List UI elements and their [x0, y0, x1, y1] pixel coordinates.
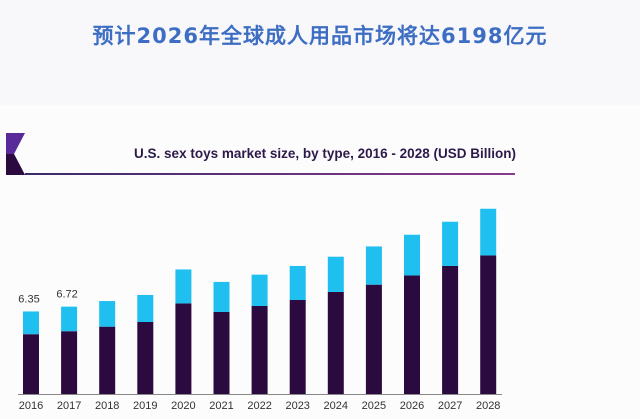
bar-2025-series-1 — [365, 246, 382, 285]
bar-2022-series-0 — [251, 305, 268, 394]
bar-2022-series-1 — [251, 274, 268, 306]
title-accent-shape-dark — [6, 154, 25, 175]
data-label: 6.72 — [56, 289, 77, 301]
bar-2019-series-1 — [137, 294, 154, 322]
bar-2021-series-0 — [213, 311, 230, 394]
bar-2025-series-0 — [365, 284, 382, 394]
x-tick-label: 2020 — [171, 400, 195, 412]
bar-2018-series-0 — [99, 326, 116, 394]
bar-2028-series-0 — [480, 255, 497, 394]
bar-2024-series-1 — [327, 256, 344, 292]
bar-2017-series-0 — [61, 331, 78, 394]
bar-2018-series-1 — [99, 301, 116, 327]
title-underline — [25, 173, 515, 175]
x-tick-label: 2024 — [324, 400, 348, 412]
bar-2026-series-1 — [404, 234, 420, 276]
bar-2027-series-0 — [442, 265, 459, 394]
bar-2023-series-1 — [289, 265, 306, 301]
bar-2016-series-0 — [23, 334, 39, 394]
chart-title: U.S. sex toys market size, by type, 2016… — [134, 146, 516, 161]
data-label: 6.35 — [18, 293, 39, 305]
bar-2017-series-1 — [61, 306, 78, 332]
x-tick-label: 2027 — [438, 400, 462, 412]
bar-2024-series-0 — [327, 291, 344, 394]
bar-2026-series-0 — [404, 275, 420, 394]
headline: 预计2026年全球成人用品市场将达6198亿元 — [92, 24, 548, 48]
bar-2028-series-1 — [480, 208, 497, 256]
x-tick-label: 2019 — [133, 400, 157, 412]
bar-2023-series-0 — [289, 300, 306, 394]
bar-2020-series-1 — [175, 269, 192, 304]
x-tick-label: 2026 — [400, 400, 424, 412]
bar-2020-series-0 — [175, 303, 192, 394]
bar-2019-series-0 — [137, 321, 154, 394]
x-tick-label: 2023 — [285, 400, 309, 412]
x-tick-label: 2018 — [95, 400, 119, 412]
x-tick-label: 2025 — [362, 400, 386, 412]
x-tick-label: 2028 — [476, 400, 500, 412]
x-tick-label: 2022 — [247, 400, 271, 412]
bar-2021-series-1 — [213, 281, 230, 312]
bar-2027-series-1 — [442, 221, 459, 266]
bar-2016-series-1 — [23, 311, 39, 335]
x-tick-label: 2017 — [57, 400, 81, 412]
x-tick-label: 2016 — [19, 400, 43, 412]
x-tick-label: 2021 — [209, 400, 233, 412]
